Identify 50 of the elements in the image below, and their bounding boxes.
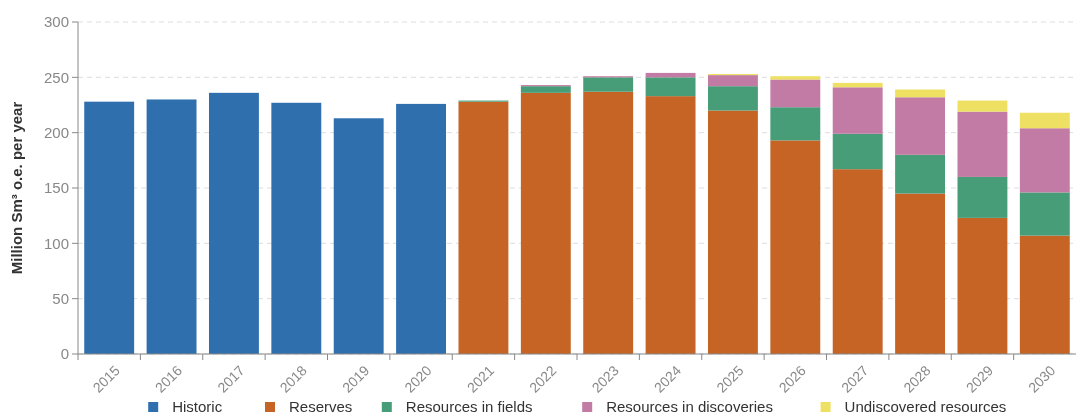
bar xyxy=(770,79,821,108)
y-tick-label: 50 xyxy=(52,289,69,307)
bar xyxy=(1019,112,1070,129)
bar xyxy=(645,96,696,354)
bar xyxy=(84,101,135,354)
bar xyxy=(645,72,696,78)
y-tick-label: 300 xyxy=(43,13,69,31)
bar xyxy=(832,133,883,170)
y-tick-label: 250 xyxy=(43,68,69,86)
y-tick-label: 0 xyxy=(60,345,69,363)
bar xyxy=(520,86,571,93)
bar xyxy=(832,82,883,88)
y-tick-label: 100 xyxy=(43,234,69,252)
bar xyxy=(707,110,758,354)
legend-label: Resources in fields xyxy=(405,398,533,415)
bar xyxy=(707,75,758,87)
bar xyxy=(832,169,883,354)
bar xyxy=(583,91,634,354)
bar xyxy=(1019,192,1070,236)
bar xyxy=(957,111,1008,177)
bar xyxy=(1019,235,1070,354)
bar xyxy=(895,97,946,155)
bar xyxy=(333,118,384,354)
bar xyxy=(645,77,696,97)
legend-label: Historic xyxy=(172,398,223,415)
bar xyxy=(770,140,821,354)
legend-label: Reserves xyxy=(289,398,353,415)
bar xyxy=(396,103,447,354)
bar xyxy=(707,86,758,111)
y-tick-label: 150 xyxy=(43,179,69,197)
bar xyxy=(770,76,821,80)
bar xyxy=(957,100,1008,112)
y-axis-title: Million Sm³ o.e. per year xyxy=(8,101,25,275)
bar xyxy=(208,92,259,354)
y-tick-label: 200 xyxy=(43,123,69,141)
bar xyxy=(146,99,197,354)
bar xyxy=(895,193,946,354)
bar xyxy=(458,101,509,354)
bar xyxy=(832,87,883,134)
bar xyxy=(957,176,1008,218)
legend-label: Undiscovered resources xyxy=(844,398,1007,415)
bar xyxy=(895,89,946,98)
legend-label: Resources in discoveries xyxy=(606,398,773,415)
bar xyxy=(895,154,946,194)
bar xyxy=(520,92,571,354)
bar xyxy=(583,77,634,92)
bar xyxy=(957,217,1008,354)
bar xyxy=(770,107,821,141)
bar xyxy=(1019,128,1070,193)
bar xyxy=(271,102,322,354)
